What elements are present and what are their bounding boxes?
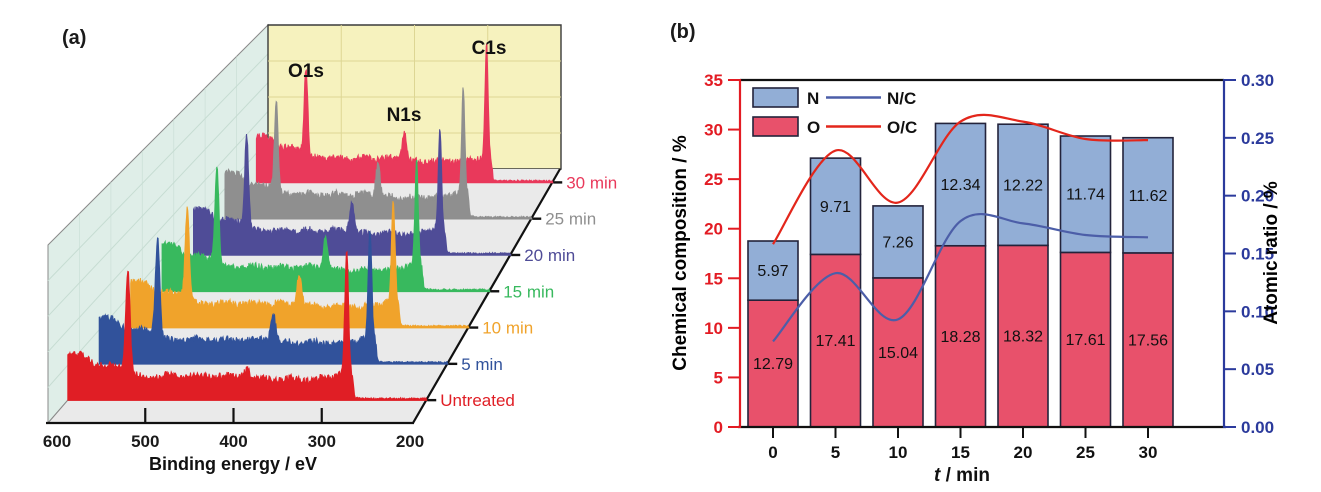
- bar-o-25min: [1059, 251, 1112, 428]
- bar-n-10min: [872, 205, 924, 279]
- bar-value-o-30min: 17.56: [1128, 332, 1168, 349]
- left-wall-gridline: [47, 111, 269, 353]
- legend-label-nc: N/C: [887, 89, 916, 108]
- bar-value-o-25min: 17.61: [1065, 332, 1105, 349]
- legend-swatch-n: [752, 87, 799, 108]
- spectrum-15-min: [161, 159, 490, 292]
- x-axis-tick-label: 10: [889, 443, 908, 462]
- bar-value-o-0min: 12.79: [753, 356, 793, 373]
- peak-label-n1s: N1s: [387, 105, 422, 126]
- x-axis-title-unit: / min: [940, 465, 990, 486]
- right-axis-tick-label: 0.30: [1241, 71, 1274, 90]
- series-label-15-min: 15 min: [503, 282, 554, 301]
- panel-b-graphics: 5.97 12.79 9.71 17.41 7.26 15.04 12.34 18.28 12.…: [704, 71, 1274, 462]
- spectrum-untreated: [67, 250, 427, 401]
- x-axis-tick-label: 400: [219, 432, 247, 451]
- left-axis-tick-label: 5: [714, 368, 723, 387]
- left-axis-tick-label: 10: [704, 319, 723, 338]
- bar-value-n-10min: 7.26: [882, 234, 913, 251]
- left-axis-tick-label: 30: [704, 121, 723, 140]
- left-wall-gridline: [47, 53, 269, 281]
- depth-axis-line: [412, 168, 561, 424]
- legend-swatch-o: [752, 116, 799, 137]
- line-oc: [772, 113, 1149, 245]
- peak-label-c1s: C1s: [472, 38, 507, 59]
- bar-value-o-15min: 18.28: [940, 329, 980, 346]
- bar-o-30min: [1122, 252, 1174, 428]
- panel-b-stacked-bar-dual-axis: 5.97 12.79 9.71 17.41 7.26 15.04 12.34 18.28 12.…: [670, 21, 1282, 486]
- panel-b-x-axis-title: t / min: [934, 465, 990, 486]
- series-label-20-min: 20 min: [524, 246, 575, 265]
- x-axis-tick-label: 0: [768, 443, 777, 462]
- right-axis-tick-label: 0.20: [1241, 187, 1274, 206]
- legend-label-o: O: [807, 118, 820, 137]
- spectrum-10-min: [130, 201, 469, 329]
- bar-o-0min: [747, 299, 799, 428]
- panel-b-left-axis-title: Chemical composition / %: [670, 135, 691, 371]
- spectrum-20-min: [192, 129, 511, 256]
- bar-o-20min: [997, 244, 1049, 428]
- x-axis-tick-label: 200: [396, 432, 424, 451]
- series-label-30-min: 30 min: [566, 173, 617, 192]
- legend-label-n: N: [807, 89, 819, 108]
- bar-value-n-25min: 11.74: [1066, 187, 1105, 204]
- series-label-10-min: 10 min: [482, 319, 533, 338]
- x-axis-tick-label: 5: [831, 443, 840, 462]
- bar-n-15min: [934, 122, 987, 247]
- right-axis-tick-label: 0.00: [1241, 418, 1274, 437]
- panel-b-texts: (b) Chemical composition / % Atomic rati…: [670, 21, 1282, 486]
- bar-n-30min: [1122, 136, 1174, 254]
- x-axis-tick-label: 20: [1014, 443, 1033, 462]
- panel-a-graphics: 600 500 400 300 200 Untreated 5 min 10 min 15 mi…: [43, 23, 617, 451]
- right-axis-tick-label: 0.05: [1241, 360, 1274, 379]
- x-axis-tick-label: 30: [1139, 443, 1158, 462]
- bar-value-n-20min: 12.22: [1003, 177, 1043, 194]
- bar-value-o-5min: 17.41: [815, 333, 855, 350]
- x-axis-tick-label: 600: [43, 432, 71, 451]
- right-axis-tick-label: 0.10: [1241, 302, 1274, 321]
- bar-n-5min: [809, 157, 862, 256]
- spectrum-5-min: [98, 230, 448, 365]
- left-axis-tick-label: 25: [704, 170, 723, 189]
- x-axis-tick-label: 500: [131, 432, 159, 451]
- panel-b-tag: (b): [670, 21, 696, 43]
- panel-a-x-axis-title: Binding energy / eV: [149, 454, 317, 474]
- x-axis-tick-label: 300: [308, 432, 336, 451]
- panel-a-tag: (a): [62, 27, 86, 49]
- bar-value-n-30min: 11.62: [1129, 188, 1168, 205]
- left-axis-tick-label: 35: [704, 71, 723, 90]
- bar-value-n-15min: 12.34: [940, 177, 980, 194]
- right-axis-tick-label: 0.15: [1241, 245, 1274, 264]
- x-axis-title-variable: t: [934, 465, 941, 486]
- spectrum-30-min: [255, 43, 553, 183]
- panel-b-right-axis-title: Atomic ratio / %: [1261, 181, 1282, 325]
- right-axis-tick-label: 0.25: [1241, 129, 1274, 148]
- series-label-25-min: 25 min: [545, 210, 596, 229]
- left-wall-gridline: [47, 82, 269, 317]
- panel-a-3d-waterfall-xps: 600 500 400 300 200 Untreated 5 min 10 min 15 mi…: [43, 23, 617, 474]
- panel-a-texts: (a) O1s N1s C1s Binding energy / eV: [62, 27, 506, 474]
- bar-value-o-10min: 15.04: [878, 345, 918, 362]
- x-axis-tick-label: 25: [1076, 443, 1095, 462]
- x-axis-tick-label: 15: [951, 443, 970, 462]
- bar-value-o-20min: 18.32: [1003, 329, 1043, 346]
- series-label-5-min: 5 min: [461, 355, 503, 374]
- spectrum-25-min: [224, 87, 532, 220]
- bar-value-n-5min: 9.71: [820, 199, 851, 216]
- bar-n-0min: [747, 240, 799, 301]
- legend-label-oc: O/C: [887, 118, 917, 137]
- bar-value-n-0min: 5.97: [757, 263, 788, 280]
- peak-label-o1s: O1s: [288, 61, 324, 82]
- bar-o-15min: [934, 244, 987, 428]
- left-axis-tick-label: 15: [704, 269, 723, 288]
- line-nc: [772, 212, 1149, 343]
- left-axis-tick-label: 20: [704, 220, 723, 239]
- left-axis-tick-label: 0: [714, 418, 723, 437]
- series-label-untreated: Untreated: [440, 391, 515, 410]
